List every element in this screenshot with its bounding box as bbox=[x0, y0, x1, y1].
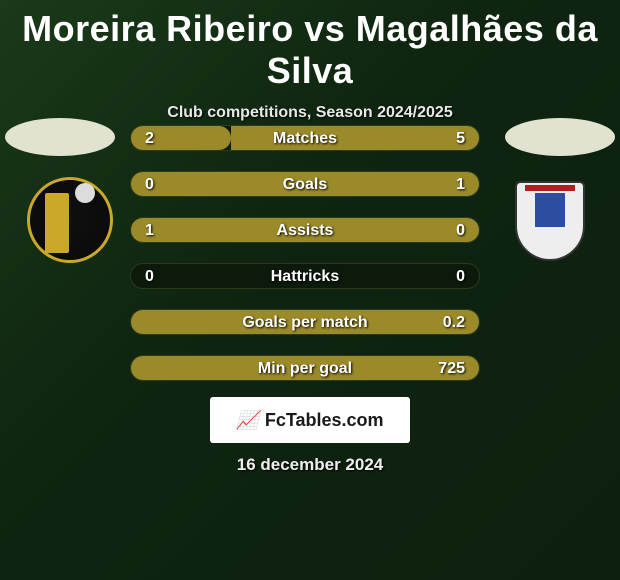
page-title: Moreira Ribeiro vs Magalhães da Silva bbox=[0, 0, 620, 92]
stat-value-right: 1 bbox=[456, 172, 465, 198]
stat-row: Goals per match0.2 bbox=[130, 309, 480, 335]
player-photo-left bbox=[5, 118, 115, 156]
stat-label: Goals bbox=[131, 172, 479, 198]
stat-label: Hattricks bbox=[131, 264, 479, 290]
stat-row: Hattricks0 0 bbox=[130, 263, 480, 289]
stat-row: Assists1 0 bbox=[130, 217, 480, 243]
date-label: 16 december 2024 bbox=[0, 455, 620, 475]
chart-icon: 📈 bbox=[236, 410, 258, 431]
stat-value-right: 0.2 bbox=[443, 310, 465, 336]
stat-row: Goals0 1 bbox=[130, 171, 480, 197]
club-crest-right bbox=[505, 175, 595, 265]
stat-label: Matches bbox=[131, 126, 479, 152]
stat-value-right: 725 bbox=[438, 356, 465, 382]
stat-value-right: 0 bbox=[456, 218, 465, 244]
stat-label: Goals per match bbox=[131, 310, 479, 336]
stat-row: Matches2 5 bbox=[130, 125, 480, 151]
player-photo-right bbox=[505, 118, 615, 156]
stat-row: Min per goal725 bbox=[130, 355, 480, 381]
club-crest-left bbox=[25, 175, 115, 265]
stat-value-right: 0 bbox=[456, 264, 465, 290]
stat-value-left: 2 bbox=[145, 126, 154, 152]
subtitle: Club competitions, Season 2024/2025 bbox=[0, 104, 620, 122]
stat-value-left: 0 bbox=[145, 264, 154, 290]
stat-label: Assists bbox=[131, 218, 479, 244]
stats-bars: Matches25Goals01Assists10Hattricks00Goal… bbox=[130, 125, 490, 401]
stat-label: Min per goal bbox=[131, 356, 479, 382]
stat-value-left: 0 bbox=[145, 172, 154, 198]
fctables-label: FcTables.com bbox=[265, 410, 384, 431]
fctables-badge[interactable]: 📈 FcTables.com bbox=[210, 397, 410, 443]
stat-value-right: 5 bbox=[456, 126, 465, 152]
stat-value-left: 1 bbox=[145, 218, 154, 244]
